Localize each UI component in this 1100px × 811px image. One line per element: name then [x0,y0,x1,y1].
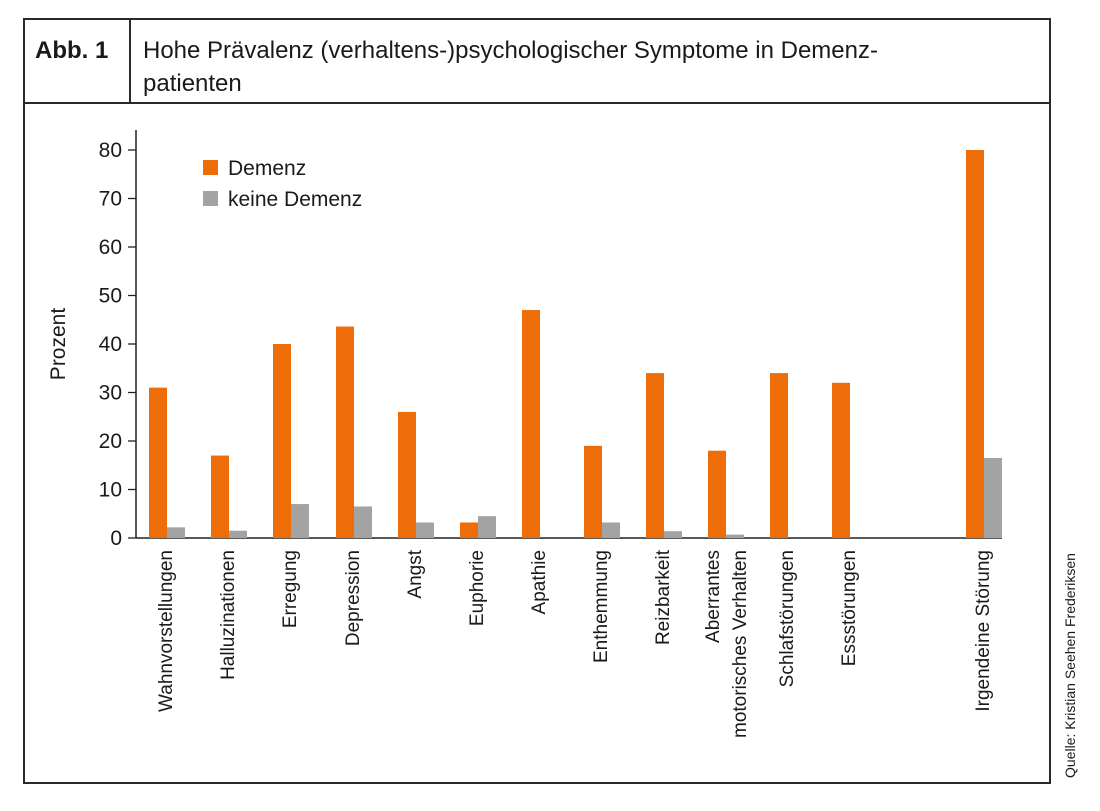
y-axis: 0 10 20 30 40 50 60 70 80 Prozent [47,130,1002,550]
x-tick-label: Essstörungen [839,550,860,666]
bar-keine-demenz [664,531,682,538]
bar-demenz [522,310,540,538]
figure-header: Abb. 1 Hohe Prävalenz (verhaltens-)psych… [25,20,1049,104]
bar-keine-demenz [167,527,185,538]
legend-label-keine-demenz: keine Demenz [228,188,362,211]
bar-demenz [336,326,354,538]
bar-demenz [770,373,788,538]
x-tick-label-line: Erregung [280,550,301,628]
source-credit: Quelle: Kristian Seehen Frederiksen [1062,553,1078,778]
bar-keine-demenz [602,522,620,538]
figure-title: Hohe Prävalenz (verhaltens-)psychologisc… [143,34,1023,100]
figure-title-line-1: Hohe Prävalenz (verhaltens-)psychologisc… [143,37,878,64]
x-tick-label: Schlafstörungen [777,550,798,687]
x-tick-label-line: Depression [343,550,364,646]
bar-demenz [966,150,984,538]
bar-demenz [646,373,664,538]
bar-demenz [584,445,602,538]
bar-keine-demenz [726,534,744,538]
x-tick-label-line: Angst [405,549,426,598]
x-tick-label-line: Halluzinationen [218,550,239,680]
bar-keine-demenz [229,530,247,538]
x-tick-label-line: Wahnvorstellungen [156,550,177,712]
x-tick-label-line: Schlafstörungen [777,550,798,687]
legend-swatch-keine-demenz [203,191,218,206]
x-tick-label: Depression [343,550,364,646]
y-tick-label: 30 [99,382,122,405]
x-tick-label-line: Essstörungen [839,550,860,666]
figure-title-line-2: patienten [143,70,242,97]
bar-demenz [708,450,726,538]
bar-keine-demenz [478,516,496,538]
bar-demenz [149,387,167,538]
y-tick-label: 50 [99,285,122,308]
x-tick-label: Reizbarkeit [653,549,674,645]
x-tick-label-line: Irgendeine Störung [973,550,994,712]
x-tick-label: Apathie [529,550,550,614]
bar-keine-demenz [416,522,434,538]
y-tick-label: 70 [99,188,122,211]
x-axis-labels: Wahnvorstellungen Halluzinationen Erregung… [156,549,994,738]
figure-label: Abb. 1 [25,20,131,102]
y-axis-title: Prozent [47,308,70,381]
x-tick-label: Halluzinationen [218,550,239,680]
x-tick-label: Euphorie [467,550,488,626]
x-tick-label: Erregung [280,550,301,628]
legend-label-demenz: Demenz [228,157,306,180]
y-tick-label: 10 [99,479,122,502]
figure-frame: Abb. 1 Hohe Prävalenz (verhaltens-)psych… [23,18,1051,784]
x-tick-label-line: Reizbarkeit [653,549,674,645]
x-tick-label-line: Euphorie [467,550,488,626]
x-tick-label-line: Aberrantes [703,550,724,643]
y-tick-label: 0 [110,527,122,550]
x-tick-label: Aberrantes motorisches Verhalten [703,550,751,738]
bar-demenz [211,455,229,538]
x-tick-label: Wahnvorstellungen [156,550,177,712]
y-tick-label: 20 [99,430,122,453]
bar-keine-demenz [291,504,309,538]
bar-demenz [832,382,850,538]
x-tick-label: Irgendeine Störung [973,550,994,712]
bar-keine-demenz [984,457,1002,538]
legend-swatch-demenz [203,160,218,175]
y-tick-label: 40 [99,333,122,356]
bar-keine-demenz [354,506,372,538]
bar-demenz [273,344,291,538]
x-tick-label: Enthemmung [591,550,612,663]
bar-demenz [398,411,416,538]
x-tick-label-line: motorisches Verhalten [730,550,751,738]
bar-demenz [460,522,478,538]
legend: Demenz keine Demenz [203,157,362,211]
x-tick-label-line: Apathie [529,550,550,614]
x-tick-label: Angst [405,549,426,598]
x-tick-label-line: Enthemmung [591,550,612,663]
y-tick-label: 60 [99,236,122,259]
y-tick-label: 80 [99,139,122,162]
bars [149,150,1002,538]
